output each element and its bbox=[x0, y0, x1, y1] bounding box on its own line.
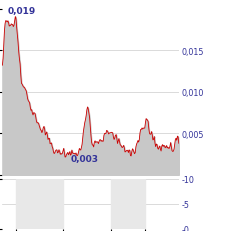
Bar bbox=[16, 179, 63, 229]
Text: 0,003: 0,003 bbox=[71, 155, 98, 164]
Text: 0,019: 0,019 bbox=[8, 7, 36, 16]
Bar bbox=[111, 179, 145, 229]
